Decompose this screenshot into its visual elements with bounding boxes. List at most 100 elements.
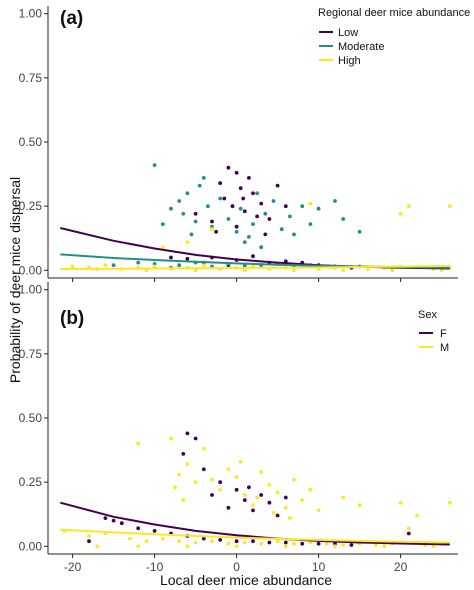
panel-a-point-high — [398, 211, 403, 216]
panel-b-point-f — [103, 516, 108, 520]
panel-b-point-m — [234, 475, 239, 479]
panel-a-point-low — [234, 224, 239, 229]
y-axis-title: Probability of deer mice dispersal — [7, 177, 23, 383]
panel-b-point-m — [173, 485, 178, 490]
panel-b-x-tick-label: 10 — [312, 560, 326, 574]
panel-b-point-m — [210, 539, 214, 544]
panel-b-point-m — [136, 544, 141, 549]
panel-b-point-f — [267, 540, 272, 545]
panel-a-point-low — [247, 176, 251, 180]
panel-b-point-f — [247, 485, 251, 490]
panel-b-point-m — [242, 493, 247, 497]
panel-b-point-m — [382, 544, 387, 549]
panel-b-point-m — [316, 508, 321, 513]
panel-b-point-m — [234, 544, 239, 549]
panel-b-point-f — [111, 518, 116, 523]
panel-b-point-m — [292, 541, 296, 546]
legend-item-low: Low — [319, 27, 358, 39]
panel-a-point-high — [103, 263, 108, 268]
panel-a-point-low — [185, 256, 190, 261]
panel-b-point-m — [308, 487, 313, 492]
panel-b-point-m — [288, 516, 292, 520]
panel-a-point-low — [234, 170, 239, 175]
panel-b-tag: (b) — [60, 308, 84, 329]
panel-a-point-low — [193, 211, 198, 216]
panel-b-point-m — [177, 472, 182, 477]
panel-b-point-m — [160, 536, 165, 541]
panel-b-point-m — [341, 543, 346, 547]
panel-a-point-moderate — [226, 217, 231, 221]
panel-a-point-moderate — [255, 191, 259, 196]
panel-b: (b) 0.00 0.25 0.50 0.75 1.00 -20 -10 0 10 20 Sex … — [19, 282, 458, 574]
panel-b-point-m — [185, 544, 190, 549]
panel-b-point-m — [341, 495, 346, 500]
panel-b-point-f — [406, 531, 411, 536]
panel-b-point-f — [316, 541, 321, 546]
panel-b-point-f — [283, 540, 288, 545]
panel-b-point-m — [447, 500, 452, 505]
panel-a-point-moderate — [288, 214, 292, 219]
panel-a-point-moderate — [152, 262, 157, 266]
panel-a-point-moderate — [197, 183, 202, 188]
panel-b-point-m — [267, 482, 272, 487]
legend-item-f: F — [419, 328, 447, 340]
panel-b-point-m — [193, 540, 198, 545]
panel-b-point-f — [185, 431, 190, 436]
panel-b-point-m — [95, 544, 100, 549]
panel-a-point-low — [222, 196, 227, 201]
x-axis-title: Local deer mice abundance — [160, 572, 332, 588]
panel-b-point-f — [181, 452, 186, 456]
panel-a-point-high — [292, 268, 296, 273]
panel-a-legend-title: Regional deer mice abundance — [318, 7, 470, 19]
panel-b-point-m — [193, 480, 198, 485]
panel-a-point-moderate — [111, 263, 116, 268]
legend-item-m: M — [419, 342, 449, 354]
panel-a-point-high — [242, 268, 247, 273]
panel-a-tag: (a) — [60, 8, 83, 29]
panel-a-point-high — [365, 267, 370, 271]
panel-a-point-high — [447, 204, 452, 209]
panel-b-plot-area: 0.00 0.25 0.50 0.75 1.00 -20 -10 0 10 20 — [19, 282, 458, 574]
legend-label-high: High — [338, 55, 361, 67]
panel-a-point-high — [152, 264, 157, 269]
panel-a-point-low — [226, 165, 231, 170]
panel-b-point-m — [144, 539, 149, 544]
panel-a-point-high — [185, 240, 190, 245]
panel-b-point-m — [283, 544, 288, 549]
panel-a-point-low — [242, 209, 247, 214]
panel-a-point-moderate — [333, 199, 337, 203]
panel-a-y-tick-label: 0.50 — [19, 135, 43, 149]
panel-b-point-m — [181, 498, 186, 502]
panel-b-point-f — [201, 536, 206, 541]
panel-b-y-tick-label: 0.50 — [19, 411, 43, 425]
panel-a-point-low — [283, 204, 288, 209]
panel-b-point-m — [169, 436, 173, 441]
panel-a-point-moderate — [136, 260, 141, 265]
panel-a-y-tick-label: 0.00 — [19, 263, 43, 277]
panel-b-point-m — [283, 505, 288, 510]
panel-a-point-moderate — [193, 219, 198, 224]
panel-a-point-moderate — [234, 229, 239, 234]
legend-label-m: M — [440, 342, 449, 354]
panel-a-point-moderate — [206, 204, 210, 209]
legend-label-moderate: Moderate — [338, 41, 384, 53]
panel-a-point-moderate — [308, 222, 313, 227]
panel-a-point-moderate — [160, 222, 165, 227]
panel-a-point-moderate — [169, 206, 173, 211]
panel-a-point-moderate — [152, 163, 157, 168]
panel-b-y-tick-label: 0.00 — [19, 539, 43, 553]
panel-b-point-m — [136, 441, 141, 446]
panel-b-curve-m — [60, 528, 450, 544]
panel-b-point-f — [136, 526, 141, 531]
panel-a-point-low — [267, 217, 272, 221]
panel-a: (a) 0.00 0.25 0.50 0.75 1.00 Regional deer m… — [19, 6, 470, 282]
legend-item-moderate: Moderate — [319, 41, 384, 53]
panel-a-curve-high — [60, 264, 450, 270]
panel-b-point-m — [226, 541, 231, 546]
legend-label-low: Low — [338, 27, 358, 39]
panel-b-point-m — [255, 495, 259, 500]
panel-a-point-moderate — [341, 217, 346, 221]
panel-a-point-moderate — [279, 227, 284, 232]
panel-a-point-moderate — [271, 199, 276, 203]
